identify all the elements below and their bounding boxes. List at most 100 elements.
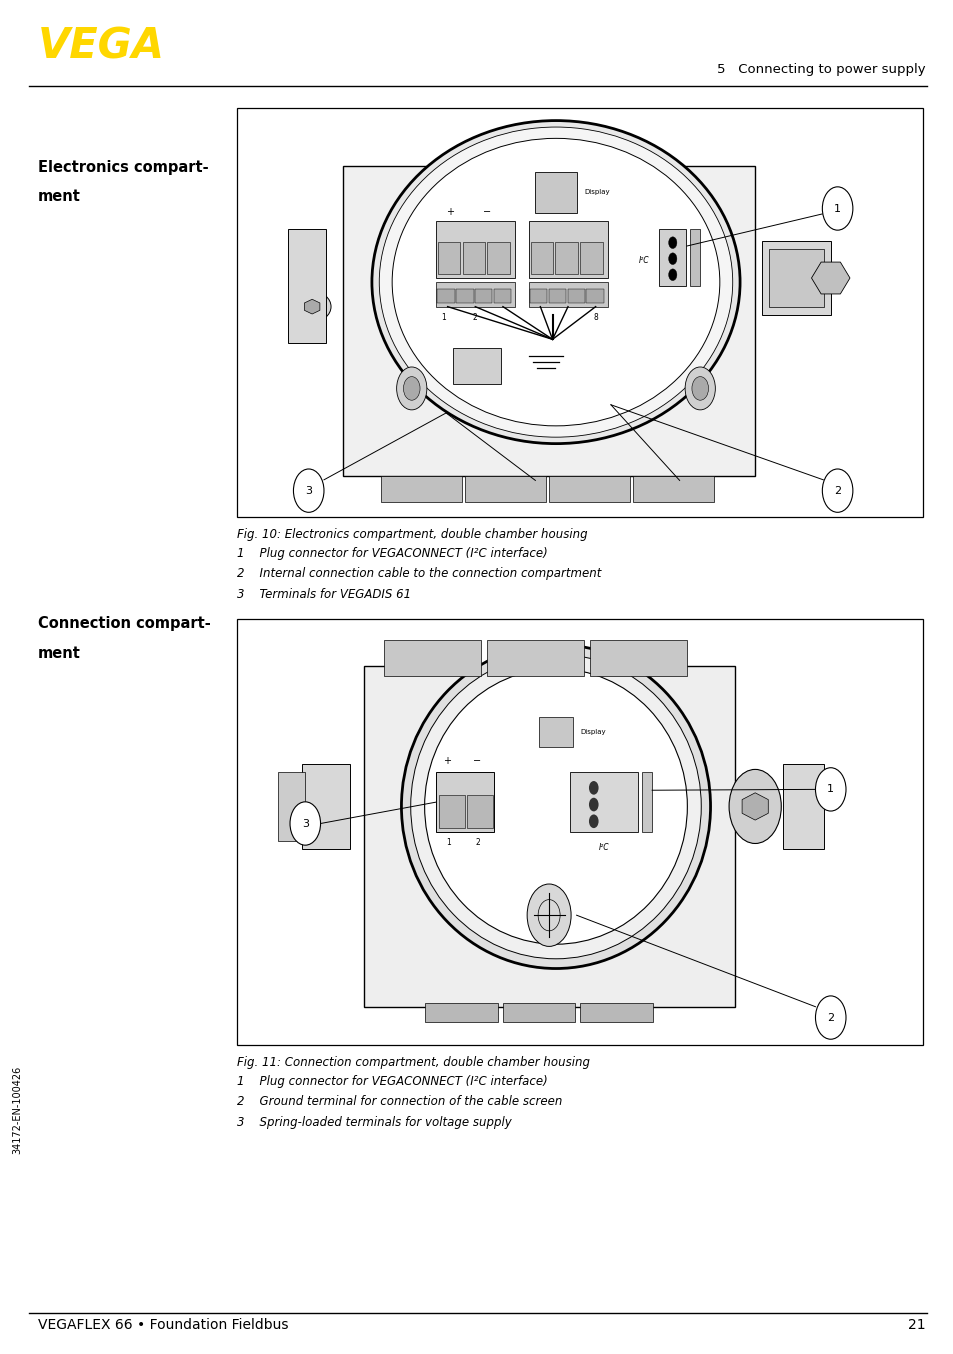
Text: Display: Display <box>584 190 610 195</box>
Text: 2: 2 <box>833 486 841 496</box>
Bar <box>475 288 492 303</box>
Bar <box>277 772 305 841</box>
Bar <box>549 477 629 502</box>
Bar <box>436 221 515 278</box>
Bar <box>363 666 734 1007</box>
Bar <box>633 477 713 502</box>
Bar <box>343 165 755 477</box>
Text: 3    Spring-loaded terminals for voltage supply: 3 Spring-loaded terminals for voltage su… <box>236 1116 511 1129</box>
Text: VEGA: VEGA <box>38 26 165 68</box>
Bar <box>535 172 576 213</box>
Bar <box>380 477 461 502</box>
Text: 5   Connecting to power supply: 5 Connecting to power supply <box>716 62 924 76</box>
Bar <box>467 795 493 827</box>
Text: Fig. 10: Electronics compartment, double chamber housing: Fig. 10: Electronics compartment, double… <box>236 528 587 542</box>
Bar <box>586 288 603 303</box>
Bar <box>579 242 602 274</box>
Text: 1: 1 <box>826 784 833 795</box>
Bar <box>538 716 573 746</box>
Text: 1: 1 <box>441 313 446 322</box>
Bar <box>462 242 484 274</box>
Text: I²C: I²C <box>638 256 648 265</box>
Bar <box>487 640 583 677</box>
Bar <box>530 242 553 274</box>
Ellipse shape <box>372 121 740 444</box>
Circle shape <box>290 802 320 845</box>
Bar <box>528 221 607 278</box>
Polygon shape <box>304 299 319 314</box>
Bar <box>236 108 923 517</box>
Circle shape <box>691 376 708 401</box>
Text: −: − <box>472 756 480 766</box>
Bar <box>548 288 566 303</box>
Circle shape <box>821 468 852 512</box>
Bar <box>301 764 350 849</box>
Circle shape <box>588 781 598 795</box>
Bar <box>236 619 923 1045</box>
Circle shape <box>668 253 677 264</box>
Bar <box>384 640 480 677</box>
Bar <box>425 1002 497 1022</box>
Ellipse shape <box>401 645 710 968</box>
Text: 21: 21 <box>907 1319 924 1332</box>
Circle shape <box>815 768 845 811</box>
Text: 2    Ground terminal for connection of the cable screen: 2 Ground terminal for connection of the … <box>236 1095 561 1109</box>
Text: −: − <box>482 207 491 217</box>
Text: ment: ment <box>38 646 81 661</box>
Bar <box>453 348 500 385</box>
Circle shape <box>815 997 845 1040</box>
Bar <box>567 288 584 303</box>
Text: I²C: I²C <box>598 842 609 852</box>
Text: 1    Plug connector for VEGACONNECT (I²C interface): 1 Plug connector for VEGACONNECT (I²C in… <box>236 1075 547 1089</box>
Circle shape <box>403 376 419 401</box>
Text: Electronics compart-: Electronics compart- <box>38 160 209 175</box>
Bar <box>579 1002 652 1022</box>
Circle shape <box>668 269 677 280</box>
Circle shape <box>821 187 852 230</box>
Bar <box>555 242 578 274</box>
Bar <box>659 229 686 286</box>
Bar <box>493 288 511 303</box>
Bar <box>529 288 547 303</box>
Polygon shape <box>811 263 849 294</box>
Bar <box>437 242 460 274</box>
Polygon shape <box>741 793 767 821</box>
Text: Connection compart-: Connection compart- <box>38 616 211 631</box>
Bar <box>487 242 509 274</box>
Bar <box>456 288 473 303</box>
Text: ment: ment <box>38 190 81 204</box>
Text: 34172-EN-100426: 34172-EN-100426 <box>12 1066 22 1155</box>
Bar <box>288 229 326 344</box>
Bar <box>438 795 464 827</box>
Bar <box>689 229 700 286</box>
Circle shape <box>668 237 677 249</box>
Text: 1: 1 <box>833 203 841 214</box>
Bar <box>590 640 686 677</box>
Bar <box>436 288 455 303</box>
Text: 3: 3 <box>305 486 312 496</box>
Ellipse shape <box>392 138 720 427</box>
Text: +: + <box>443 756 451 766</box>
Text: Fig. 11: Connection compartment, double chamber housing: Fig. 11: Connection compartment, double … <box>236 1056 589 1070</box>
Circle shape <box>588 798 598 811</box>
Bar <box>781 764 823 849</box>
Text: 2    Internal connection cable to the connection compartment: 2 Internal connection cable to the conne… <box>236 567 600 581</box>
Text: 1: 1 <box>446 838 451 848</box>
Text: 2: 2 <box>475 838 479 848</box>
Bar <box>761 241 830 315</box>
Ellipse shape <box>411 654 700 959</box>
Circle shape <box>527 884 571 946</box>
Text: 2: 2 <box>473 313 477 322</box>
Text: 1    Plug connector for VEGACONNECT (I²C interface): 1 Plug connector for VEGACONNECT (I²C in… <box>236 547 547 561</box>
Text: Display: Display <box>579 728 605 735</box>
Bar <box>436 772 494 831</box>
Ellipse shape <box>293 291 331 322</box>
Text: VEGAFLEX 66 • Foundation Fieldbus: VEGAFLEX 66 • Foundation Fieldbus <box>38 1319 289 1332</box>
Text: 2: 2 <box>826 1013 834 1022</box>
Text: 8: 8 <box>593 313 598 322</box>
Bar <box>436 282 515 306</box>
Bar <box>641 772 652 831</box>
Circle shape <box>396 367 426 410</box>
Circle shape <box>294 468 324 512</box>
Bar <box>502 1002 575 1022</box>
